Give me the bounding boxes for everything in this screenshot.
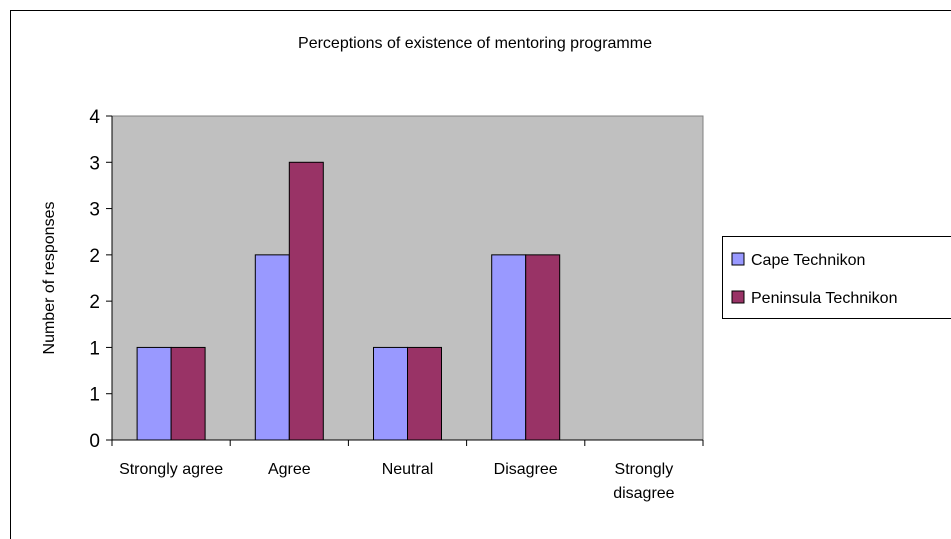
bar <box>491 254 527 441</box>
bar <box>136 346 172 441</box>
legend-label: Peninsula Technikon <box>751 290 897 307</box>
bar <box>373 346 408 441</box>
x-tick-label: Neutral <box>381 461 434 478</box>
y-tick-label: 2 <box>89 292 100 313</box>
x-tick-label: Disagree <box>493 461 558 478</box>
x-tick-label: Agree <box>267 461 311 478</box>
legend-label: Cape Technikon <box>751 252 865 269</box>
y-tick-label: 0 <box>89 431 100 452</box>
bar <box>525 254 561 441</box>
chart-title: Perceptions of existence of mentoring pr… <box>298 35 652 52</box>
x-tick-label: Strongly disagree <box>613 461 675 502</box>
chart-border <box>10 10 951 539</box>
x-tick-label: Strongly agree <box>119 461 224 478</box>
legend-box <box>722 236 951 319</box>
y-tick-label: 1 <box>89 338 100 359</box>
legend-swatch <box>731 290 745 304</box>
bar <box>254 254 290 441</box>
y-tick-label: 3 <box>89 153 100 174</box>
y-tick-label: 4 <box>89 107 100 128</box>
bar <box>407 346 442 441</box>
y-tick-label: 3 <box>89 200 100 221</box>
bar <box>170 346 206 441</box>
y-axis-label: Number of responses <box>41 202 58 355</box>
legend-swatch <box>731 252 745 266</box>
bar <box>288 161 324 441</box>
y-tick-label: 2 <box>89 246 100 267</box>
y-tick-label: 1 <box>89 385 100 406</box>
